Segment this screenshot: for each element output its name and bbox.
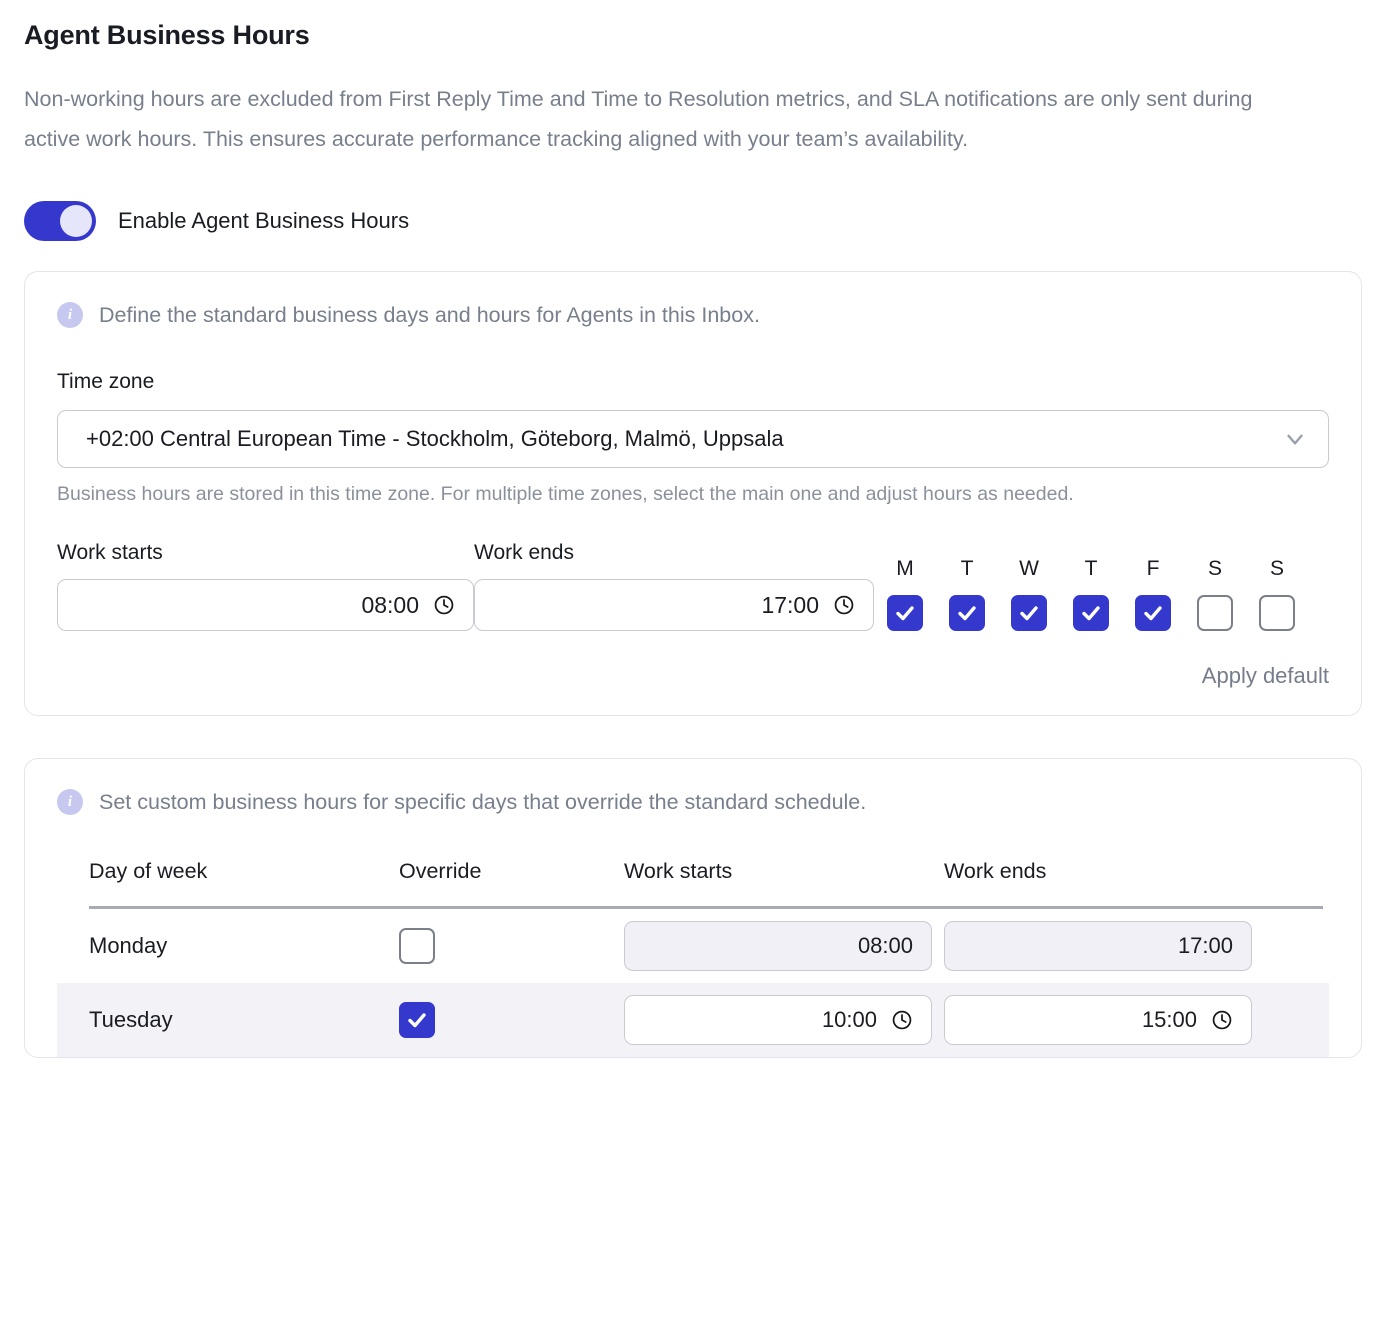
column-header-work-ends: Work ends <box>944 859 1047 883</box>
weekday-checkbox-monday[interactable] <box>887 595 923 631</box>
weekday-checkbox-friday[interactable] <box>1135 595 1171 631</box>
override-checkbox-monday[interactable] <box>399 928 435 964</box>
page-title: Agent Business Hours <box>24 20 310 50</box>
row-work-ends-value: 17:00 <box>1177 933 1233 958</box>
custom-hours-card: i Set custom business hours for specific… <box>24 758 1362 1058</box>
standard-hours-row: Work starts 08:00 Work ends 17:00 <box>57 541 1329 631</box>
apply-default-button[interactable]: Apply default <box>1201 663 1329 688</box>
work-ends-input[interactable]: 17:00 <box>474 579 874 631</box>
timezone-value: +02:00 Central European Time - Stockholm… <box>86 426 784 451</box>
weekday-checkbox-sunday[interactable] <box>1259 595 1295 631</box>
row-work-starts-cell: 08:00 <box>624 921 944 971</box>
timezone-label: Time zone <box>57 370 155 393</box>
enable-business-hours-label: Enable Agent Business Hours <box>118 208 410 233</box>
weekday-cell-wednesday: W <box>998 557 1060 631</box>
row-work-starts-value: 10:00 <box>821 1007 877 1032</box>
custom-info-text: Set custom business hours for specific d… <box>99 789 867 814</box>
work-starts-label: Work starts <box>57 541 163 564</box>
weekday-cell-tuesday: T <box>936 557 998 631</box>
weekday-checkbox-wednesday[interactable] <box>1011 595 1047 631</box>
weekday-cell-friday: F <box>1122 557 1184 631</box>
weekday-letter: T <box>1084 557 1098 580</box>
weekday-cell-thursday: T <box>1060 557 1122 631</box>
row-day-label: Tuesday <box>89 1007 173 1032</box>
weekday-letter: W <box>1019 557 1039 580</box>
row-work-starts-value: 08:00 <box>857 933 913 958</box>
row-work-ends-input-tuesday[interactable]: 15:00 <box>944 995 1252 1045</box>
work-starts-value: 08:00 <box>361 591 419 618</box>
override-checkbox-tuesday[interactable] <box>399 1002 435 1038</box>
weekday-letter: T <box>960 557 974 580</box>
enable-business-hours-row: Enable Agent Business Hours <box>24 201 1362 241</box>
info-icon: i <box>57 789 83 815</box>
column-header-work-starts: Work starts <box>624 859 733 883</box>
table-header-row: Day of week Override Work starts Work en… <box>57 859 1329 884</box>
standard-info-line: i Define the standard business days and … <box>57 302 1329 328</box>
weekday-cell-sunday: S <box>1246 557 1308 631</box>
row-work-ends-input-monday: 17:00 <box>944 921 1252 971</box>
info-icon: i <box>57 302 83 328</box>
column-header-override: Override <box>399 859 482 883</box>
row-work-ends-value: 15:00 <box>1141 1007 1197 1032</box>
page-description: Non-working hours are excluded from Firs… <box>24 87 1253 151</box>
clock-icon[interactable] <box>1211 1009 1233 1031</box>
row-day-label: Monday <box>89 933 168 958</box>
work-starts-col: Work starts 08:00 <box>57 541 474 631</box>
row-work-starts-input-monday: 08:00 <box>624 921 932 971</box>
standard-info-text: Define the standard business days and ho… <box>99 302 760 327</box>
weekday-cell-saturday: S <box>1184 557 1246 631</box>
apply-default-row: Apply default <box>57 663 1329 689</box>
custom-info-line: i Set custom business hours for specific… <box>57 789 1329 815</box>
row-work-starts-input-tuesday[interactable]: 10:00 <box>624 995 932 1045</box>
weekday-cell-monday: M <box>874 557 936 631</box>
toggle-knob <box>60 205 92 237</box>
column-header-day: Day of week <box>89 859 208 883</box>
table-row: Monday 08:00 17:00 <box>57 909 1329 983</box>
weekday-letter: S <box>1269 557 1284 580</box>
row-work-ends-cell: 15:00 <box>944 995 1264 1045</box>
table-row: Tuesday 10:00 15:00 <box>57 983 1329 1057</box>
weekday-checkbox-tuesday[interactable] <box>949 595 985 631</box>
row-override-cell <box>399 928 624 964</box>
weekday-letter: S <box>1207 557 1222 580</box>
weekday-checkbox-saturday[interactable] <box>1197 595 1233 631</box>
weekday-letter: M <box>896 557 914 580</box>
work-ends-value: 17:00 <box>761 591 819 618</box>
weekday-letter: F <box>1146 557 1160 580</box>
timezone-help-text: Business hours are stored in this time z… <box>57 483 1074 505</box>
custom-hours-table: Day of week Override Work starts Work en… <box>57 859 1329 1057</box>
row-override-cell <box>399 1002 624 1038</box>
row-work-starts-cell: 10:00 <box>624 995 944 1045</box>
work-ends-col: Work ends 17:00 <box>474 541 874 631</box>
clock-icon[interactable] <box>891 1009 913 1031</box>
clock-icon[interactable] <box>433 594 455 616</box>
standard-hours-card: i Define the standard business days and … <box>24 271 1362 716</box>
weekday-checkbox-thursday[interactable] <box>1073 595 1109 631</box>
work-ends-label: Work ends <box>474 541 574 564</box>
clock-icon[interactable] <box>833 594 855 616</box>
work-starts-input[interactable]: 08:00 <box>57 579 474 631</box>
enable-business-hours-toggle[interactable] <box>24 201 96 241</box>
timezone-select[interactable]: +02:00 Central European Time - Stockholm… <box>57 410 1329 468</box>
row-work-ends-cell: 17:00 <box>944 921 1264 971</box>
weekday-toggle-group: M T W T <box>874 557 1308 631</box>
table-header-divider <box>89 906 1323 909</box>
chevron-down-icon <box>1282 426 1308 452</box>
